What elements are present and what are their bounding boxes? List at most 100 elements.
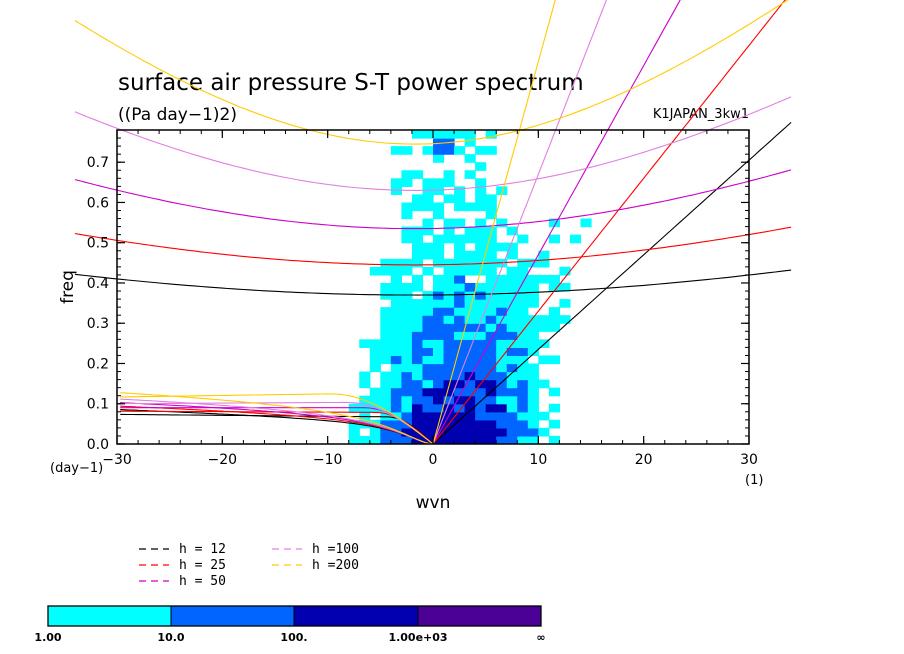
contour-cell <box>485 202 497 212</box>
contour-cell <box>390 347 402 357</box>
contour-cell <box>464 395 476 405</box>
contour-cell <box>464 202 476 212</box>
contour-cell <box>454 146 466 155</box>
contour-cell <box>527 379 539 389</box>
contour-cell <box>443 234 455 244</box>
contour-cell <box>475 371 487 381</box>
contour-cell <box>390 387 402 397</box>
ig-wave-curve <box>74 96 792 191</box>
x-unit-label: (1) <box>745 473 763 488</box>
contour-cell <box>454 419 466 429</box>
y-tick-label: 0.6 <box>87 195 109 211</box>
contour-cell <box>433 307 445 316</box>
contour-cell <box>485 242 497 252</box>
contour-cell <box>433 339 445 348</box>
contour-cell <box>517 234 529 244</box>
rossby-wave-curve <box>120 405 434 444</box>
contour-cell <box>475 411 487 421</box>
contour-cell <box>475 339 487 348</box>
kelvin-wave-curve <box>432 0 681 445</box>
contour-cell <box>517 371 529 381</box>
contour-cell <box>369 419 381 429</box>
contour-cell <box>433 250 445 260</box>
contour-cell <box>422 178 434 187</box>
contour-cell <box>517 339 529 348</box>
contour-cell <box>527 387 539 397</box>
contour-cell <box>422 363 434 373</box>
contour-cell <box>433 282 445 292</box>
contour-cell <box>485 363 497 373</box>
contour-cell <box>527 403 539 413</box>
contour-cell <box>411 226 424 236</box>
contour-cell <box>496 347 508 357</box>
contour-cell <box>422 371 434 381</box>
contour-cell <box>475 291 487 300</box>
contour-cell <box>496 282 508 292</box>
contour-cell <box>485 379 497 389</box>
contour-cell <box>422 395 434 405</box>
contour-cell <box>548 234 560 244</box>
contour-cell <box>464 282 476 292</box>
contour-cell <box>433 387 445 397</box>
contour-cell <box>443 347 455 357</box>
contour-cell <box>559 266 571 276</box>
contour-cell <box>527 315 539 324</box>
contour-cell <box>506 299 518 308</box>
contour-cell <box>475 387 487 397</box>
contour-cell <box>443 323 455 332</box>
contour-cell <box>517 363 529 373</box>
contour-cell <box>464 379 476 389</box>
contour-cell <box>411 315 424 324</box>
legend-label: h =100 <box>312 542 359 557</box>
contour-cell <box>506 395 518 405</box>
contour-cell <box>464 138 476 147</box>
contour-cell <box>496 307 508 316</box>
contour-cell <box>433 210 445 220</box>
chart-title: surface air pressure S-T power spectrum <box>118 70 584 96</box>
y-tick-label: 0.1 <box>87 397 109 413</box>
contour-cell <box>506 347 518 357</box>
contour-cell <box>475 146 487 155</box>
contour-cell <box>506 242 518 252</box>
contour-cell <box>496 379 508 389</box>
contour-cell <box>433 154 445 163</box>
colorbar-label: 100. <box>280 631 307 644</box>
contour-cell <box>422 266 434 276</box>
contour-cell <box>485 250 497 260</box>
contour-cell <box>517 403 529 413</box>
contour-cell <box>411 419 424 429</box>
contour-cell <box>485 371 497 381</box>
contour-cell <box>475 242 487 252</box>
contour-cell <box>422 307 434 316</box>
contour-cell <box>433 202 445 212</box>
contour-cell <box>464 363 476 373</box>
contour-cell <box>454 411 466 421</box>
contour-cell <box>475 435 487 444</box>
contour-cell <box>485 146 497 155</box>
contour-cell <box>485 299 497 308</box>
contour-cell <box>401 403 413 413</box>
contour-cell <box>506 379 518 389</box>
contour-cell <box>390 258 402 268</box>
contour-cell <box>506 323 518 332</box>
contour-cell <box>411 363 424 373</box>
contour-cell <box>506 307 518 316</box>
contour-cell <box>475 315 487 324</box>
contour-cell <box>380 266 392 276</box>
contour-cell <box>443 299 455 308</box>
contour-cell <box>369 395 381 405</box>
contour-cell <box>422 315 434 324</box>
contour-cell <box>433 323 445 332</box>
ig-wave-curve <box>74 169 792 230</box>
contour-cell <box>411 274 424 284</box>
contour-cell <box>485 419 497 429</box>
contour-cell <box>433 363 445 373</box>
contour-cell <box>517 282 529 292</box>
contour-cell <box>433 274 445 284</box>
contour-cell <box>485 234 497 244</box>
contour-cell <box>464 130 476 139</box>
contour-cell <box>548 387 560 397</box>
contour-cell <box>380 347 392 357</box>
contour-cell <box>443 282 455 292</box>
contour-cell <box>464 355 476 365</box>
